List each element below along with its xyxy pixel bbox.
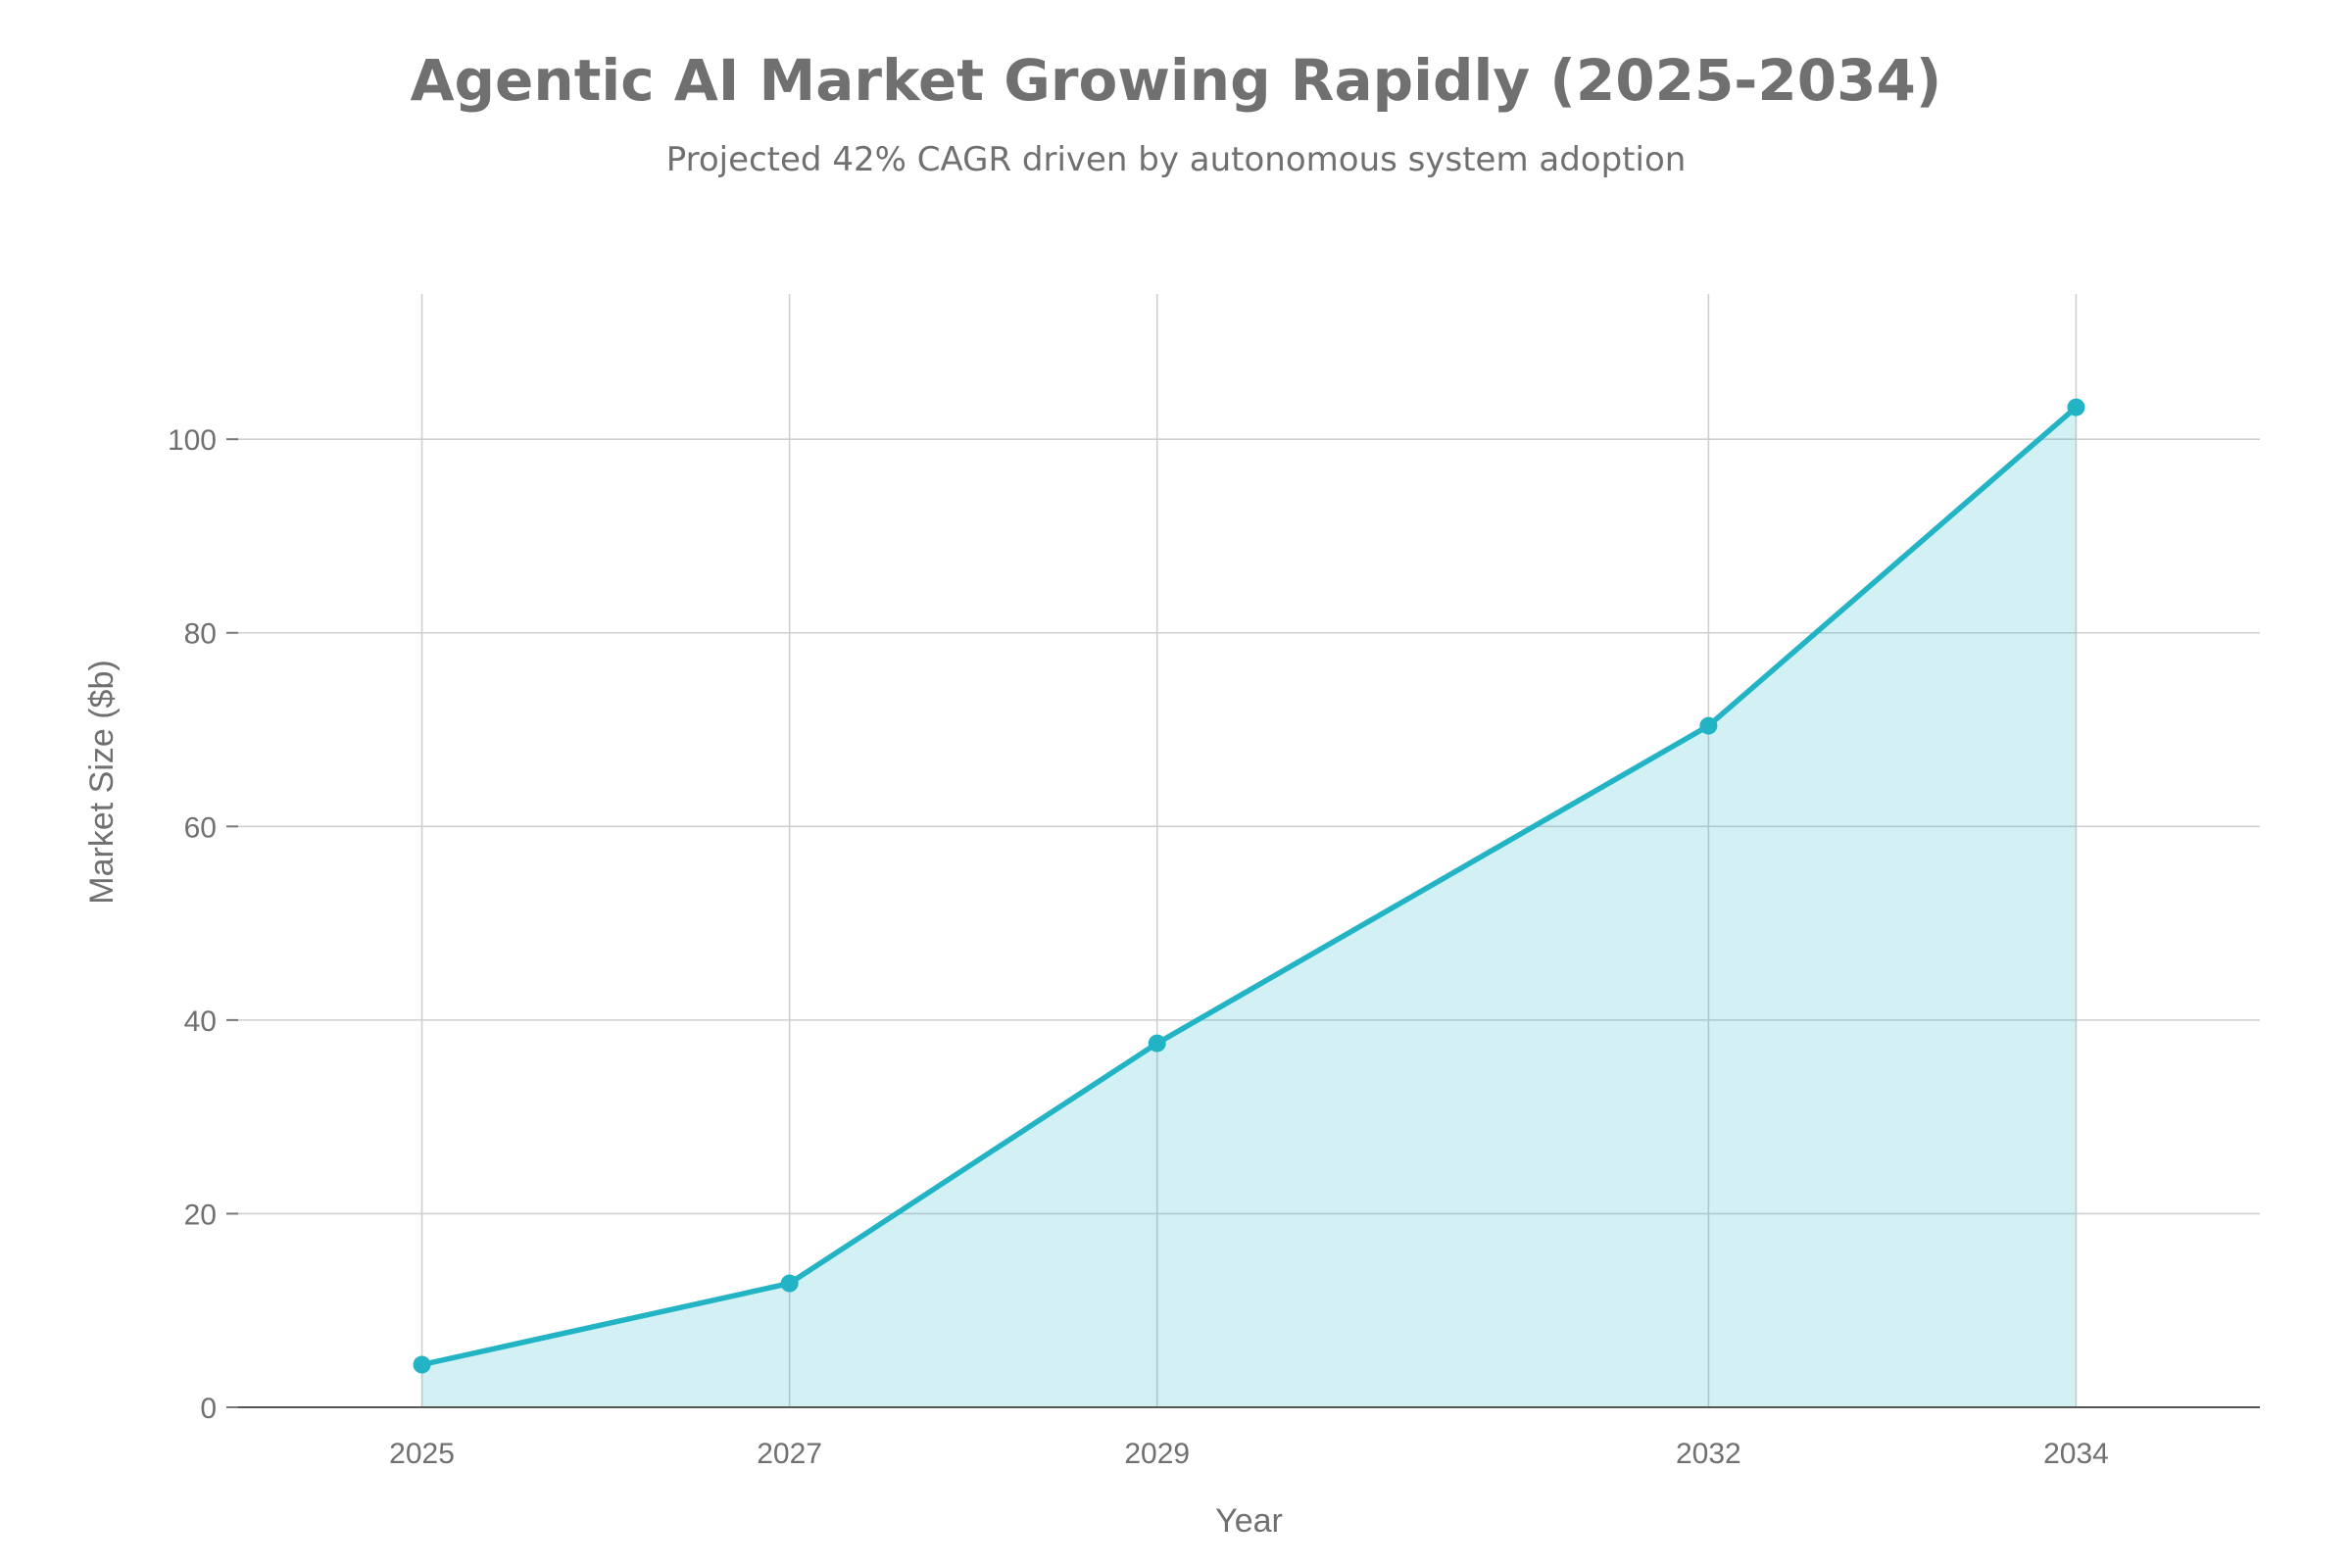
y-tick-label-20: 20	[184, 1199, 217, 1231]
y-axis-title: Market Size ($b)	[83, 660, 121, 904]
series-area	[421, 407, 2077, 1408]
x-tick-label-2025: 2025	[389, 1438, 455, 1470]
data-point-2025	[413, 1355, 431, 1374]
x-tick-label-2034: 2034	[2043, 1438, 2109, 1470]
data-point-2034	[2067, 398, 2085, 416]
y-axis-ticks: 0 20 40 60 80 100	[168, 424, 238, 1425]
y-tick-label-0: 0	[200, 1393, 217, 1425]
chart-subtitle: Projected 42% CAGR driven by autonomous …	[665, 140, 1687, 179]
x-axis-ticks: 2025 2027 2029 2032 2034	[389, 1438, 2109, 1470]
data-point-2027	[780, 1274, 799, 1293]
x-tick-label-2032: 2032	[1676, 1438, 1741, 1470]
chart-title: Agentic AI Market Growing Rapidly (2025-…	[410, 47, 1942, 114]
data-point-2032	[1699, 716, 1718, 735]
x-axis-title: Year	[1215, 1502, 1283, 1540]
grid-lines	[238, 294, 2260, 1407]
y-tick-label-80: 80	[184, 618, 217, 651]
y-tick-label-100: 100	[168, 424, 217, 457]
x-tick-label-2027: 2027	[757, 1438, 822, 1470]
x-tick-label-2029: 2029	[1124, 1438, 1190, 1470]
y-tick-label-40: 40	[184, 1005, 217, 1038]
y-tick-label-60: 60	[184, 811, 217, 844]
data-point-2029	[1148, 1034, 1166, 1053]
data-points	[413, 398, 2085, 1374]
